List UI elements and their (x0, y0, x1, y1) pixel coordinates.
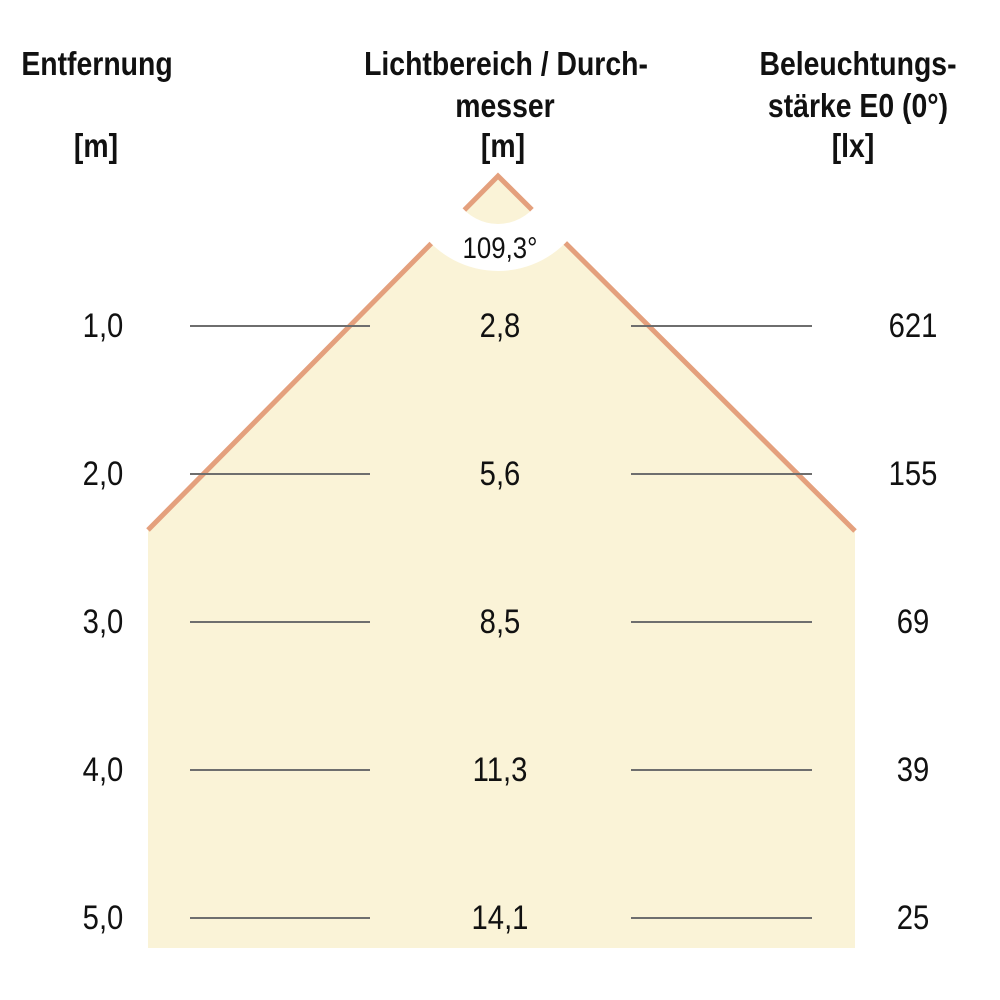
unit-distance: [m] (73, 127, 119, 164)
light-cone-edge-stroke (146, 172, 857, 533)
row-illuminance-value: 621 (888, 307, 938, 345)
row-diameter-value: 14,1 (471, 899, 529, 937)
beam-angle-label: 109,3° (462, 232, 538, 265)
row-illuminance-value: 155 (888, 455, 938, 493)
row-distance-value: 3,0 (82, 603, 124, 641)
header-illuminance-line2: stärke E0 (0°) (767, 87, 949, 124)
row-distance-value: 5,0 (82, 899, 124, 937)
header-illuminance-line1: Beleuchtungs- (759, 45, 957, 82)
unit-illuminance: [lx] (831, 127, 875, 164)
row-reference-lines (190, 325, 812, 919)
row-diameter-value: 2,8 (479, 307, 521, 345)
row-diameter-value: 5,6 (479, 455, 521, 493)
unit-diameter: [m] (480, 127, 526, 164)
row-diameter-value: 8,5 (479, 603, 521, 641)
header-diameter-line2: messer (455, 87, 555, 124)
row-distance-value: 2,0 (82, 455, 124, 493)
header-diameter-line1: Lichtbereich / Durch- (364, 45, 648, 82)
row-diameter-value: 11,3 (472, 751, 528, 789)
row-illuminance-value: 39 (896, 751, 930, 789)
header-distance: Entfernung (21, 45, 173, 82)
beam-angle-gap-arc (420, 203, 576, 271)
light-cone-shape (148, 176, 855, 948)
row-distance-value: 4,0 (82, 751, 124, 789)
row-distance-value: 1,0 (82, 307, 124, 345)
row-illuminance-value: 25 (896, 899, 930, 937)
row-illuminance-value: 69 (896, 603, 930, 641)
